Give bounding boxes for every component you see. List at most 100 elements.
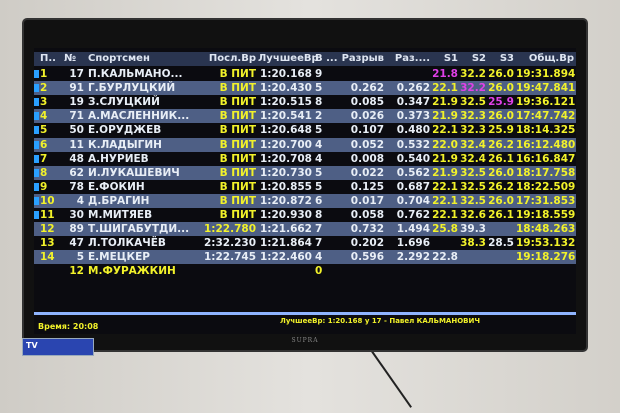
cell-number: 48 [69,152,84,165]
cell-gap: 0.262 [350,82,384,95]
cell-total: 16:12.480 [516,138,576,151]
cell-s1: 21.9 [432,110,458,123]
cell-interval: 0.373 [396,110,430,123]
cell-best-lap: 1:20.168 [259,68,312,80]
cell-driver: К.ЛАДЫГИН [88,138,162,151]
cell-driver: Т.ШИГАБУТДИ... [88,223,190,236]
pit-marker-icon [34,154,39,163]
cell-last-lap: В ПИТ [219,180,256,193]
table-row: 12 89 Т.ШИГАБУТДИ... 1:22.780 1:21.662 7 0.732… [34,222,576,237]
cell-last-lap: 2:32.230 [204,237,257,250]
cell-s2: 32.5 [460,194,486,207]
pit-marker-icon [34,70,39,78]
header-last-lap: Посл.Вр [208,53,256,64]
cell-s3: 26.2 [488,180,514,193]
cell-s1: 22.1 [432,82,458,95]
cell-best-lap: 1:20.430 [259,82,312,95]
cell-number: 11 [69,138,84,151]
table-row: 11 30 М.МИТЯЕВ В ПИТ 1:20.930 8 0.058 0.762 22.1… [34,208,576,222]
cell-best-lap: 1:20.708 [259,152,312,165]
cell-interval: 0.262 [396,82,430,95]
table-row: 4 71 А.МАСЛЕННИК... В ПИТ 1:20.541 2 0.026 0.37… [34,109,576,124]
cell-total: 19:53.132 [516,237,576,250]
cell-driver: З.СЛУЦКИЙ [88,96,160,109]
pit-marker-icon [34,84,39,93]
cell-s3: 25.9 [488,96,514,109]
cell-s3: 26.0 [488,166,514,179]
cell-interval: 0.480 [396,124,430,137]
cell-interval: 1.494 [396,223,430,236]
tv-brand-logo: SUPRA [291,337,319,344]
cell-last-lap: 1:22.780 [204,223,257,236]
cell-total: 19:18.276 [516,251,576,264]
cell-gap: 0.085 [350,96,384,109]
cell-pos: 2 [40,82,48,95]
cell-laps: 7 [315,237,323,250]
cell-number: 50 [69,124,84,137]
cell-laps: 5 [315,180,323,193]
cell-best-lap: 1:20.648 [259,124,312,137]
cell-s2: 32.2 [460,68,486,80]
cell-s2: 39.3 [460,223,486,236]
cell-total: 18:14.325 [516,124,576,137]
cell-interval: 0.347 [396,96,430,109]
header-number: № [64,53,77,64]
pit-marker-icon [34,196,39,205]
cell-number: 89 [69,223,84,236]
cell-s2: 32.4 [460,152,486,165]
cell-s3: 26.0 [488,194,514,207]
cell-laps: 8 [315,209,323,221]
cell-last-lap: В ПИТ [219,96,256,109]
cell-number: 5 [76,251,84,264]
header-pos: П.. [40,53,56,64]
cell-gap: 0.008 [350,152,384,165]
cell-best-lap: 1:21.662 [259,223,312,236]
table-row: 1 17 П.КАЛЬМАНО... В ПИТ 1:20.168 9 21.8 32.2 26… [34,67,576,81]
cell-s2: 32.3 [460,124,486,137]
cell-total: 19:31.894 [516,68,576,80]
tv-channel-logo: TV [22,338,94,356]
cell-driver: П.КАЛЬМАНО... [88,68,183,80]
cell-s3: 26.0 [488,68,514,80]
cell-best-lap: 1:20.855 [259,180,312,193]
divider [34,312,576,315]
cell-total: 18:17.758 [516,166,576,179]
cell-pos: 7 [40,152,48,165]
cell-total: 19:36.121 [516,96,576,109]
cell-number: 78 [69,180,84,193]
cell-s1: 22.0 [432,138,458,151]
cell-interval: 1.696 [396,237,430,250]
cell-gap: 0.022 [350,166,384,179]
cell-driver: Л.ТОЛКАЧЁВ [88,237,166,250]
cell-pos: 12 [40,223,55,236]
cell-s1: 22.1 [432,209,458,221]
cell-gap: 0.107 [350,124,384,137]
cell-gap: 0.017 [350,194,384,207]
cell-interval: 2.292 [396,251,430,264]
cell-gap: 0.596 [350,251,384,264]
cell-last-lap: В ПИТ [219,82,256,95]
cell-laps: 2 [315,110,323,123]
table-row: 9 78 Е.ФОКИН В ПИТ 1:20.855 5 0.125 0.687 22.1 32… [34,180,576,194]
cell-pos: 9 [40,180,48,193]
header-laps: В ... [315,53,338,64]
cell-s1: 22.1 [432,124,458,137]
header-s1: S1 [443,53,458,64]
cell-pos: 5 [40,124,48,137]
cell-pos: 6 [40,138,48,151]
cell-number: 12 [69,265,84,278]
cell-best-lap: 1:21.864 [259,237,312,250]
cell-s2: 32.6 [460,209,486,221]
cell-s1: 22.8 [432,251,458,264]
cell-s1: 25.8 [432,223,458,236]
cell-laps: 4 [315,138,323,151]
table-row: 10 4 Д.БРАГИН В ПИТ 1:20.872 6 0.017 0.704 22.1 3… [34,193,576,208]
cell-best-lap: 1:20.930 [259,209,312,221]
header-s3: S3 [499,53,514,64]
cell-gap: 0.202 [350,237,384,250]
cell-laps: 8 [315,96,323,109]
pit-marker-icon [34,98,39,107]
cell-last-lap: В ПИТ [219,209,256,221]
cell-pos: 11 [40,209,55,221]
cell-total: 18:48.263 [516,223,576,236]
